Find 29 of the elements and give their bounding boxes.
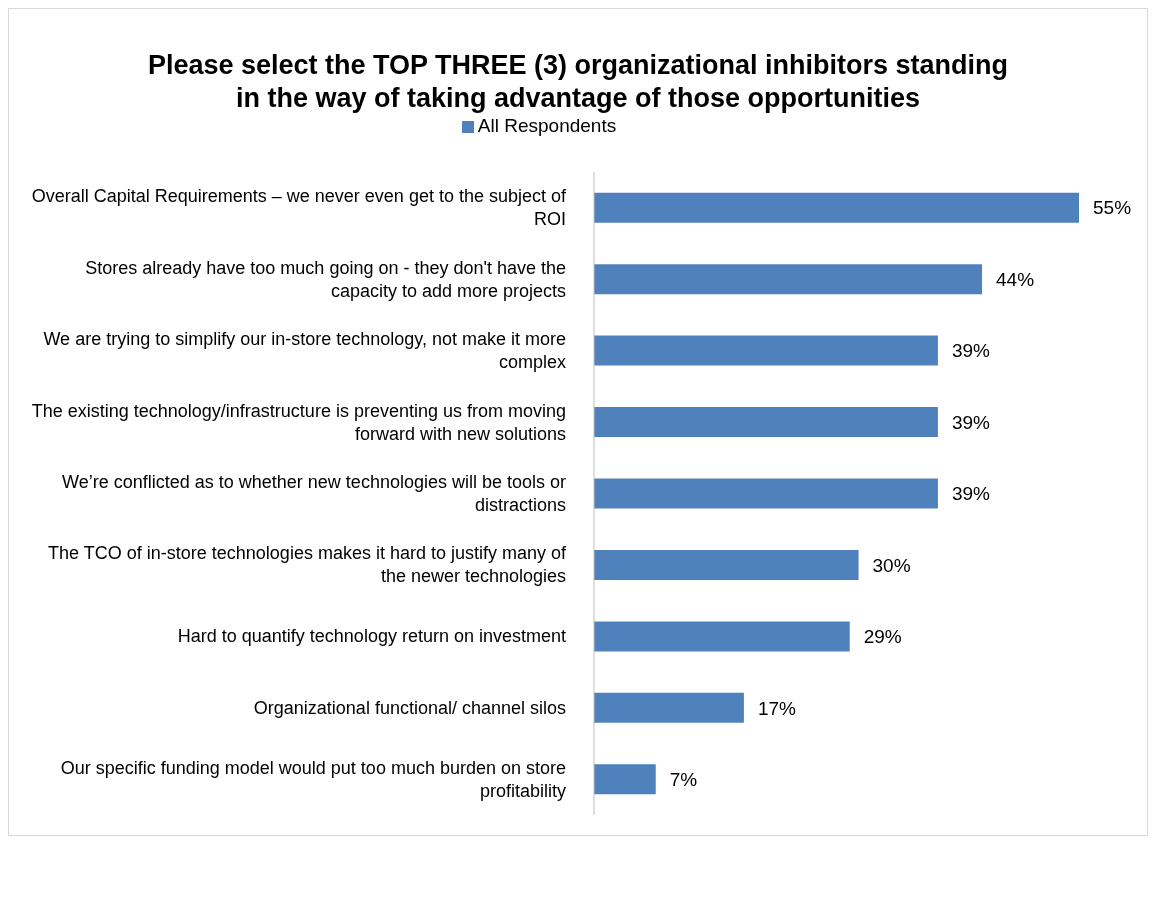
data-label: 30% [872, 554, 911, 576]
data-label: 39% [951, 340, 991, 362]
bar [594, 692, 744, 723]
y-tick-label: Organizational functional/ channel silos [253, 697, 566, 718]
data-label: 7% [669, 769, 698, 791]
data-label: 29% [863, 626, 902, 648]
legend-label: All Respondents [477, 115, 617, 136]
data-label: 39% [951, 483, 991, 505]
data-label: 44% [996, 268, 1035, 290]
data-label: 39% [951, 411, 991, 433]
y-tick-label: Hard to quantify technology return on investment [177, 626, 566, 647]
y-tick-label: We’re conflicted as to whether new technologies will be tools or distractions [62, 472, 566, 515]
bar [594, 407, 938, 438]
bar [594, 192, 1079, 223]
y-tick-label: Stores already have too much going on - they don't have the capacity to add more projects [85, 257, 566, 301]
bar [594, 335, 938, 366]
bar [594, 621, 850, 652]
y-tick-label: Overall Capital Requirements – we never even get to the subject of ROI [31, 186, 567, 230]
y-tick-label: We are trying to simplify our in-store technology, not make it more complex [43, 329, 566, 373]
bar [594, 478, 938, 509]
bar [594, 264, 982, 295]
bar [594, 764, 656, 795]
y-tick-label: Our specific funding model would put too much burden on store profitability [60, 757, 566, 801]
chart-title: Please select the TOP THREE (3) organizational inhibitors standing in the way of taking advantage of those opportunities [146, 49, 1010, 115]
data-label: 55% [1093, 197, 1132, 219]
y-tick-label: The TCO of in-store technologies makes it hard to justify many of the newer technologies [48, 543, 567, 587]
data-label: 17% [757, 697, 797, 719]
y-tick-label: The existing technology/infrastructure is preventing us from moving forward with new solutions [31, 400, 566, 444]
bar [594, 549, 859, 580]
